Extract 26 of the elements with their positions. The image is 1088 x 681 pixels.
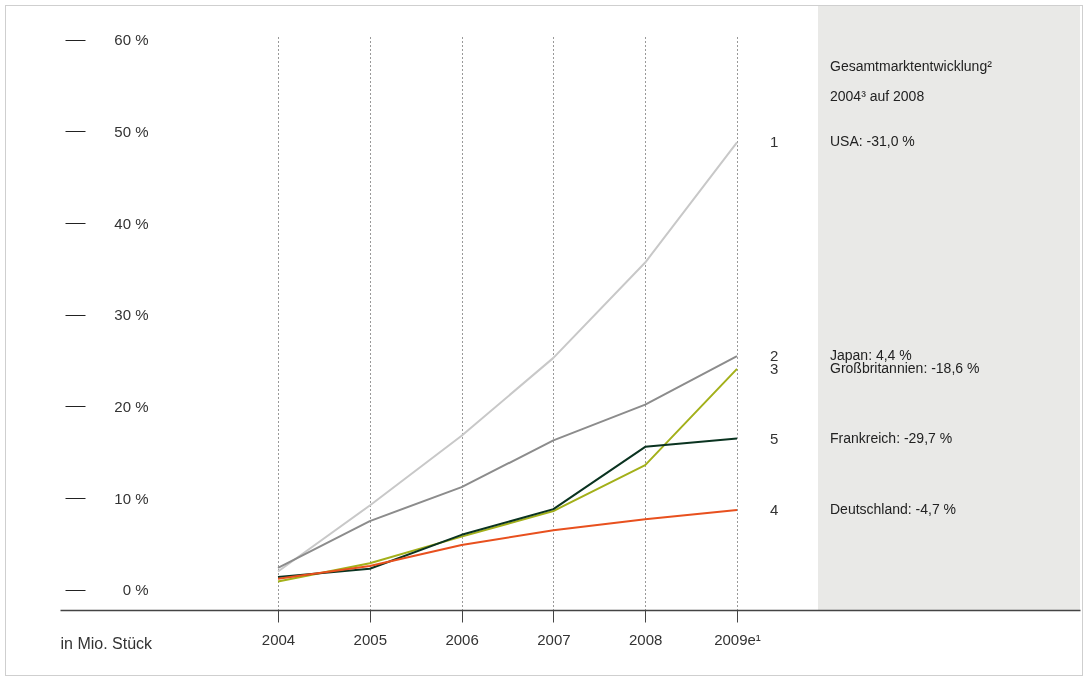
text: USA: -31,0 % xyxy=(830,133,915,150)
x-tick-label: 2006 xyxy=(445,630,479,648)
text: Frankreich: -29,7 % xyxy=(830,429,953,446)
y-tick-label: 0 % xyxy=(122,581,149,599)
x-tick-label: 2009e¹ xyxy=(714,630,761,648)
line-series xyxy=(277,509,738,580)
y-tick-label: 50 % xyxy=(114,122,149,140)
text: 2004³ auf 2008 xyxy=(830,88,925,104)
text: 1 xyxy=(770,133,779,151)
x-axis-title: in Mio. Stück xyxy=(60,634,154,652)
y-tick-label: 60 % xyxy=(114,31,149,49)
text: 5 xyxy=(770,429,779,447)
x-tick-label: 2004 xyxy=(261,630,296,648)
text: 4 xyxy=(770,501,779,519)
x-tick-label: 2007 xyxy=(537,630,571,648)
x-tick-label: 2005 xyxy=(353,630,387,648)
y-tick-label: 10 % xyxy=(114,489,149,507)
x-tick-label: 2008 xyxy=(629,630,663,648)
line-series xyxy=(277,141,738,573)
y-tick-label: 30 % xyxy=(114,306,149,324)
text: 2 xyxy=(770,347,779,365)
line-series xyxy=(277,437,738,578)
y-tick-label: 20 % xyxy=(114,397,149,415)
y-tick-label: 40 % xyxy=(114,214,149,232)
text: Deutschland: -4,7 % xyxy=(830,501,957,518)
text: Gesamtmarktentwicklung² xyxy=(830,58,993,74)
